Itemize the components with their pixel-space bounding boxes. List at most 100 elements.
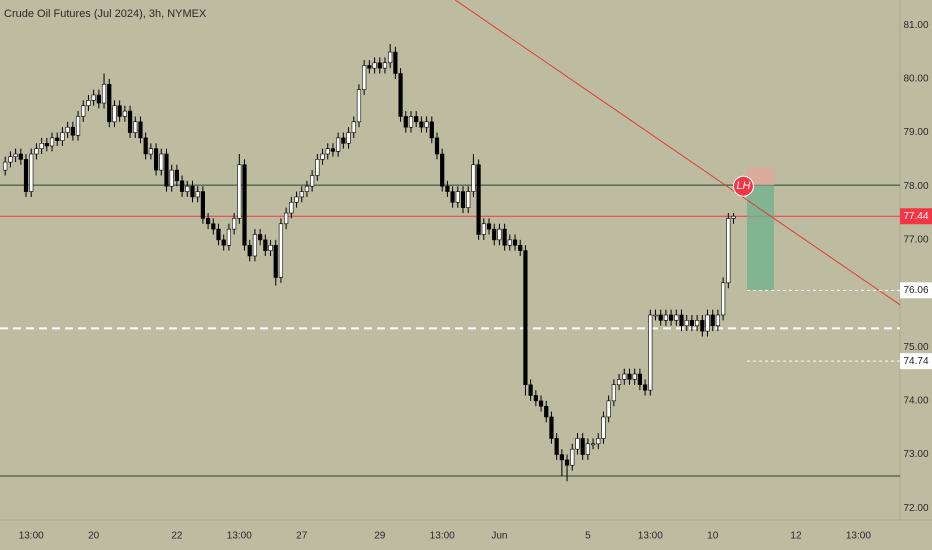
candle-body: [434, 137, 440, 155]
candle-body: [263, 239, 268, 251]
candle-body: [705, 314, 710, 332]
price-tag-label: 76.06: [903, 285, 928, 296]
candle-body: [159, 153, 164, 171]
candle-body: [554, 438, 559, 455]
candle-body: [575, 438, 580, 450]
price-tag: [900, 282, 932, 299]
candle-body: [65, 126, 70, 133]
candle-body: [611, 384, 616, 402]
x-tick-label: 13:00: [430, 531, 455, 542]
x-tick-label: 13:00: [638, 531, 663, 542]
candle-body: [580, 438, 585, 455]
candle-body: [330, 148, 336, 152]
candle-body: [232, 218, 237, 230]
y-tick-label: 77.00: [903, 235, 928, 246]
candle-body: [388, 51, 393, 64]
x-tick-label: 29: [374, 531, 386, 542]
candle-body: [637, 373, 642, 386]
candle-body: [679, 314, 684, 327]
candle-body: [148, 148, 153, 155]
candle-body: [211, 223, 216, 230]
x-tick-label: 27: [296, 531, 308, 542]
candle-body: [91, 94, 96, 101]
candle-body: [658, 314, 663, 321]
candle-body: [101, 83, 107, 104]
candle-body: [408, 116, 414, 128]
candle-body: [429, 121, 434, 139]
x-tick-label: 10: [707, 531, 719, 542]
candle-body: [39, 142, 44, 149]
candle-body: [684, 320, 689, 327]
candle-body: [18, 153, 23, 160]
x-tick-label: 13:00: [227, 531, 252, 542]
candle-body: [258, 234, 263, 241]
y-tick-label: 72.00: [903, 503, 928, 514]
candle-body: [533, 395, 538, 402]
candle-body: [700, 320, 705, 332]
candle-body: [179, 180, 185, 192]
candle-body: [325, 148, 330, 155]
candle-body: [642, 384, 648, 391]
candle-body: [460, 191, 466, 208]
candle-body: [440, 153, 445, 187]
position-target-zone: [747, 185, 775, 291]
candle-body: [289, 202, 294, 214]
candle-body: [523, 250, 528, 386]
candle-body: [247, 244, 252, 257]
candle-body: [294, 196, 299, 203]
candle-body: [86, 100, 91, 107]
candle-body: [721, 282, 726, 316]
candle-body: [8, 156, 13, 163]
pivot-marker-label: LH: [736, 180, 750, 192]
price-tag-label: 74.74: [903, 356, 928, 367]
candle-body: [252, 234, 258, 257]
candle-body: [512, 239, 518, 246]
price-tag: [900, 353, 932, 370]
candle-body: [3, 161, 8, 171]
x-tick-label: 13:00: [19, 531, 44, 542]
candle-body: [315, 159, 320, 176]
candle-body: [528, 384, 533, 396]
candle-body: [138, 121, 143, 139]
candle-body: [674, 314, 679, 321]
candle-body: [414, 116, 419, 123]
candle-body: [653, 314, 658, 317]
pivot-marker: [732, 175, 754, 197]
candle-body: [596, 438, 601, 445]
candle-body: [518, 244, 523, 251]
y-tick-label: 80.00: [903, 74, 928, 85]
x-tick-label: 22: [171, 531, 183, 542]
candle-body: [185, 185, 190, 192]
y-tick-label: 73.00: [903, 449, 928, 460]
candle-body: [585, 443, 590, 455]
candle-body: [351, 121, 356, 133]
candle-body: [13, 153, 18, 157]
candle-body: [627, 373, 632, 380]
candle-body: [299, 191, 304, 198]
candle-body: [117, 105, 122, 117]
x-tick-label: 13:00: [846, 531, 871, 542]
candle-body: [492, 228, 497, 241]
candle-body: [96, 94, 101, 104]
candle-body: [544, 405, 549, 418]
candle-body: [726, 218, 731, 284]
candle-body: [616, 379, 622, 386]
candle-body: [424, 121, 429, 128]
candle-body: [237, 164, 242, 219]
candle-body: [622, 373, 627, 380]
candle-body: [133, 121, 138, 133]
candle-body: [60, 132, 65, 141]
candle-body: [164, 153, 169, 187]
candle-body: [278, 223, 284, 278]
candle-body: [284, 212, 289, 225]
y-tick-label: 79.00: [903, 127, 928, 138]
candle-body: [341, 137, 346, 144]
candle-body: [372, 62, 377, 69]
position-stop-zone: [747, 167, 775, 186]
candle-body: [710, 314, 715, 327]
x-tick-label: 20: [88, 531, 100, 542]
candle-body: [367, 65, 372, 69]
candle-body: [497, 228, 502, 241]
